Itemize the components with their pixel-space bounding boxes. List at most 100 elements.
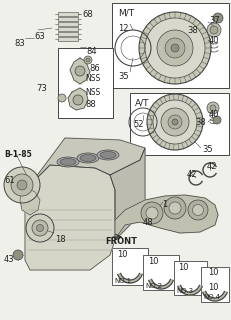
Text: 10: 10 xyxy=(148,257,158,266)
Bar xyxy=(58,12,78,16)
Text: 40: 40 xyxy=(209,36,219,45)
Circle shape xyxy=(188,200,208,220)
Circle shape xyxy=(171,44,179,52)
Bar xyxy=(58,48,113,118)
Polygon shape xyxy=(68,88,88,110)
Ellipse shape xyxy=(57,157,79,167)
Text: 10: 10 xyxy=(208,268,219,277)
Circle shape xyxy=(139,12,211,84)
Polygon shape xyxy=(20,185,40,215)
Circle shape xyxy=(58,94,66,102)
Text: 35: 35 xyxy=(118,72,129,81)
Polygon shape xyxy=(118,273,142,283)
Text: 63: 63 xyxy=(34,32,45,41)
Bar xyxy=(201,267,229,302)
Text: 42: 42 xyxy=(187,170,198,179)
Circle shape xyxy=(169,202,181,214)
Text: 38: 38 xyxy=(195,118,206,127)
Text: 35: 35 xyxy=(202,145,213,154)
Bar xyxy=(130,93,229,155)
Text: 10: 10 xyxy=(208,283,219,292)
Text: 12: 12 xyxy=(118,24,128,33)
Text: NO.2: NO.2 xyxy=(145,283,162,289)
Bar xyxy=(58,37,78,41)
Circle shape xyxy=(213,13,223,23)
Bar xyxy=(143,255,179,290)
Bar xyxy=(174,261,207,295)
Text: A/T: A/T xyxy=(135,98,149,107)
Text: 73: 73 xyxy=(36,84,47,93)
Text: 10: 10 xyxy=(178,263,188,272)
Ellipse shape xyxy=(100,151,116,158)
Bar xyxy=(58,27,78,31)
Circle shape xyxy=(141,202,163,224)
Circle shape xyxy=(86,58,90,62)
Polygon shape xyxy=(203,292,227,301)
Text: 18: 18 xyxy=(55,235,66,244)
Text: 61: 61 xyxy=(4,176,15,185)
Circle shape xyxy=(153,100,197,144)
Circle shape xyxy=(4,167,40,203)
Text: 88: 88 xyxy=(85,100,96,109)
Bar xyxy=(112,248,148,285)
Circle shape xyxy=(157,30,193,66)
Circle shape xyxy=(84,56,92,64)
Circle shape xyxy=(172,119,178,125)
Text: 86: 86 xyxy=(89,64,100,73)
Text: B-1-85: B-1-85 xyxy=(4,150,32,159)
Circle shape xyxy=(207,102,219,114)
Circle shape xyxy=(147,94,203,150)
Text: NO.1: NO.1 xyxy=(114,278,131,284)
Circle shape xyxy=(17,180,27,190)
Circle shape xyxy=(165,38,185,58)
Text: 68: 68 xyxy=(82,10,93,19)
Circle shape xyxy=(36,225,43,231)
Circle shape xyxy=(168,115,182,129)
Circle shape xyxy=(146,207,158,219)
Circle shape xyxy=(207,23,221,37)
Polygon shape xyxy=(178,285,202,295)
Text: 1: 1 xyxy=(162,200,167,209)
Text: M/T: M/T xyxy=(118,8,134,17)
Circle shape xyxy=(145,18,205,78)
Circle shape xyxy=(210,105,216,111)
Text: 52: 52 xyxy=(133,120,143,129)
Text: FRONT: FRONT xyxy=(105,237,137,246)
Circle shape xyxy=(26,214,54,242)
Circle shape xyxy=(73,95,83,105)
Bar xyxy=(112,3,229,88)
Circle shape xyxy=(164,197,186,219)
Ellipse shape xyxy=(97,150,119,160)
Text: NSS: NSS xyxy=(85,74,100,83)
Circle shape xyxy=(11,174,33,196)
Text: NO.4: NO.4 xyxy=(203,294,220,300)
Text: 37: 37 xyxy=(209,16,220,25)
Text: NO.3: NO.3 xyxy=(176,288,193,294)
Circle shape xyxy=(161,108,189,136)
Text: 38: 38 xyxy=(187,26,198,35)
Ellipse shape xyxy=(60,158,76,165)
Polygon shape xyxy=(149,279,173,289)
Polygon shape xyxy=(30,138,145,185)
Circle shape xyxy=(213,116,221,124)
Circle shape xyxy=(75,66,85,76)
Text: 84: 84 xyxy=(86,47,97,56)
Text: 42: 42 xyxy=(207,162,218,171)
Text: 10: 10 xyxy=(117,250,128,259)
Polygon shape xyxy=(70,58,90,84)
Text: NSS: NSS xyxy=(85,88,100,97)
Polygon shape xyxy=(110,148,145,240)
Circle shape xyxy=(32,220,48,236)
Ellipse shape xyxy=(77,153,99,163)
Text: 40: 40 xyxy=(209,110,219,119)
Ellipse shape xyxy=(80,155,96,162)
Text: 48: 48 xyxy=(143,218,154,227)
Bar xyxy=(58,22,78,26)
Polygon shape xyxy=(25,165,115,270)
Polygon shape xyxy=(115,195,218,240)
Text: 83: 83 xyxy=(14,39,25,48)
Circle shape xyxy=(13,250,23,260)
Bar xyxy=(58,17,78,21)
Bar xyxy=(58,32,78,36)
Text: 43: 43 xyxy=(4,255,15,264)
